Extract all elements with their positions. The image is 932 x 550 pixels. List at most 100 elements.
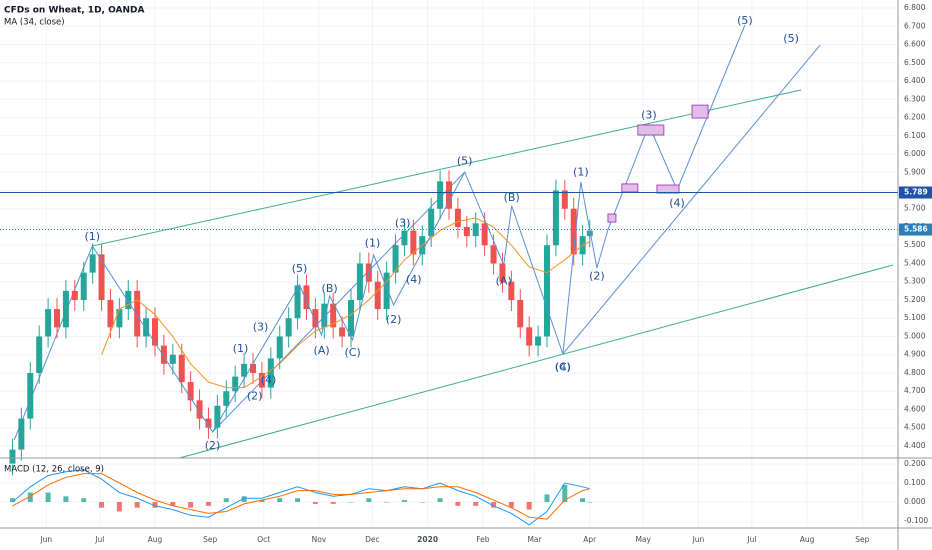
candle-body — [428, 208, 435, 237]
y-tick-label: 0.100 — [904, 478, 926, 487]
histogram-bar — [587, 502, 593, 503]
candle-body — [294, 285, 301, 319]
candle-body — [71, 290, 78, 300]
candle-body — [196, 400, 203, 419]
candle-body — [125, 290, 132, 310]
y-tick-label: 5.200 — [904, 295, 926, 304]
histogram-bar — [312, 502, 318, 504]
histogram-bar — [562, 484, 568, 503]
histogram-bar — [384, 502, 390, 503]
y-tick-label: 4.500 — [904, 423, 926, 432]
trend-line — [13, 245, 93, 441]
candle-body — [454, 208, 461, 227]
y-tick-label: 6.600 — [904, 40, 926, 49]
x-tick-label: Jun — [692, 535, 705, 544]
candle-body — [446, 181, 452, 209]
price-label: 5.789 — [904, 188, 928, 197]
candle-body — [116, 309, 123, 328]
candle-body — [321, 303, 328, 328]
histogram-bar — [526, 502, 532, 510]
y-tick-label: 5.000 — [904, 331, 926, 340]
histogram-bar — [152, 502, 158, 508]
price-label-bg — [899, 186, 932, 199]
y-tick-label: 5.900 — [904, 167, 926, 176]
candle-body — [214, 405, 221, 428]
candle-body — [232, 376, 239, 392]
candle-body — [107, 299, 114, 328]
candle-body — [9, 449, 16, 465]
wave-label: (3) — [253, 320, 269, 333]
x-tick-label: May — [635, 535, 651, 544]
candle-body — [437, 181, 444, 209]
candle-body — [561, 190, 568, 209]
y-tick-label: 6.000 — [904, 149, 926, 158]
x-tick-label: Jul — [94, 535, 104, 544]
histogram-bar — [580, 498, 586, 503]
candle-body — [356, 263, 363, 300]
candle-body — [27, 372, 34, 419]
y-tick-label: 4.900 — [904, 350, 926, 359]
x-tick-label: Apr — [583, 535, 597, 544]
x-tick-label: Aug — [148, 535, 163, 544]
candle-body — [526, 327, 533, 346]
histogram-bar — [241, 496, 247, 503]
candle-body — [62, 290, 69, 328]
y-tick-label: 6.100 — [904, 131, 926, 140]
wave-label: (5) — [737, 14, 753, 27]
candle-body — [45, 309, 52, 337]
y-tick-label: 6.400 — [904, 76, 926, 85]
wave-label: (3) — [395, 216, 411, 229]
wave-path — [91, 24, 746, 433]
histogram-bar — [330, 502, 336, 504]
wave-label: (2) — [247, 390, 263, 403]
x-tick-label: Mar — [527, 535, 542, 544]
wave-label: (4) — [669, 196, 685, 209]
x-tick-label: Sep — [203, 535, 217, 544]
x-tick-label: Oct — [257, 535, 270, 544]
target-box — [607, 213, 617, 223]
candle-body — [98, 254, 105, 300]
candle-body — [267, 358, 274, 388]
candle-body — [472, 223, 479, 237]
histogram-bar — [473, 502, 479, 506]
signal-line — [12, 473, 590, 520]
ma-legend: MA (34, close) — [4, 18, 65, 28]
wave-label: (1) — [233, 342, 249, 355]
wave-label: (5) — [457, 154, 473, 167]
candle-body — [250, 363, 257, 373]
trend-line — [179, 264, 894, 459]
y-tick-label: 6.700 — [904, 21, 926, 30]
histogram-bar — [63, 496, 69, 503]
candle-body — [535, 336, 542, 346]
candle-body — [276, 336, 283, 359]
wave-label: (A) — [496, 275, 512, 288]
price-label-bg — [899, 223, 932, 236]
histogram-bar — [544, 494, 550, 503]
histogram-bar — [295, 498, 301, 503]
wave-label: (B) — [504, 191, 520, 204]
candle-body — [339, 327, 346, 337]
wave-label: (2) — [205, 439, 221, 452]
candle-body — [36, 336, 43, 373]
candle-body — [481, 223, 488, 246]
target-box — [656, 184, 680, 194]
x-tick-label: Jun — [39, 535, 52, 544]
histogram-bar — [348, 502, 354, 503]
y-tick-label: 4.800 — [904, 368, 926, 377]
trend-line — [212, 171, 466, 433]
candle-body — [463, 226, 470, 237]
candle-body — [330, 303, 337, 328]
moving-average-line — [101, 217, 591, 389]
histogram-bar — [508, 502, 514, 508]
candle-body — [570, 208, 577, 255]
x-tick-label: 2020 — [417, 535, 438, 544]
histogram-bar — [116, 502, 122, 512]
wave-label: (1) — [84, 230, 100, 243]
candle-body — [392, 245, 399, 273]
candle-body — [80, 272, 87, 300]
histogram-bar — [259, 500, 265, 503]
y-tick-label: 4.400 — [904, 441, 926, 450]
wave-label: (A) — [314, 344, 330, 357]
